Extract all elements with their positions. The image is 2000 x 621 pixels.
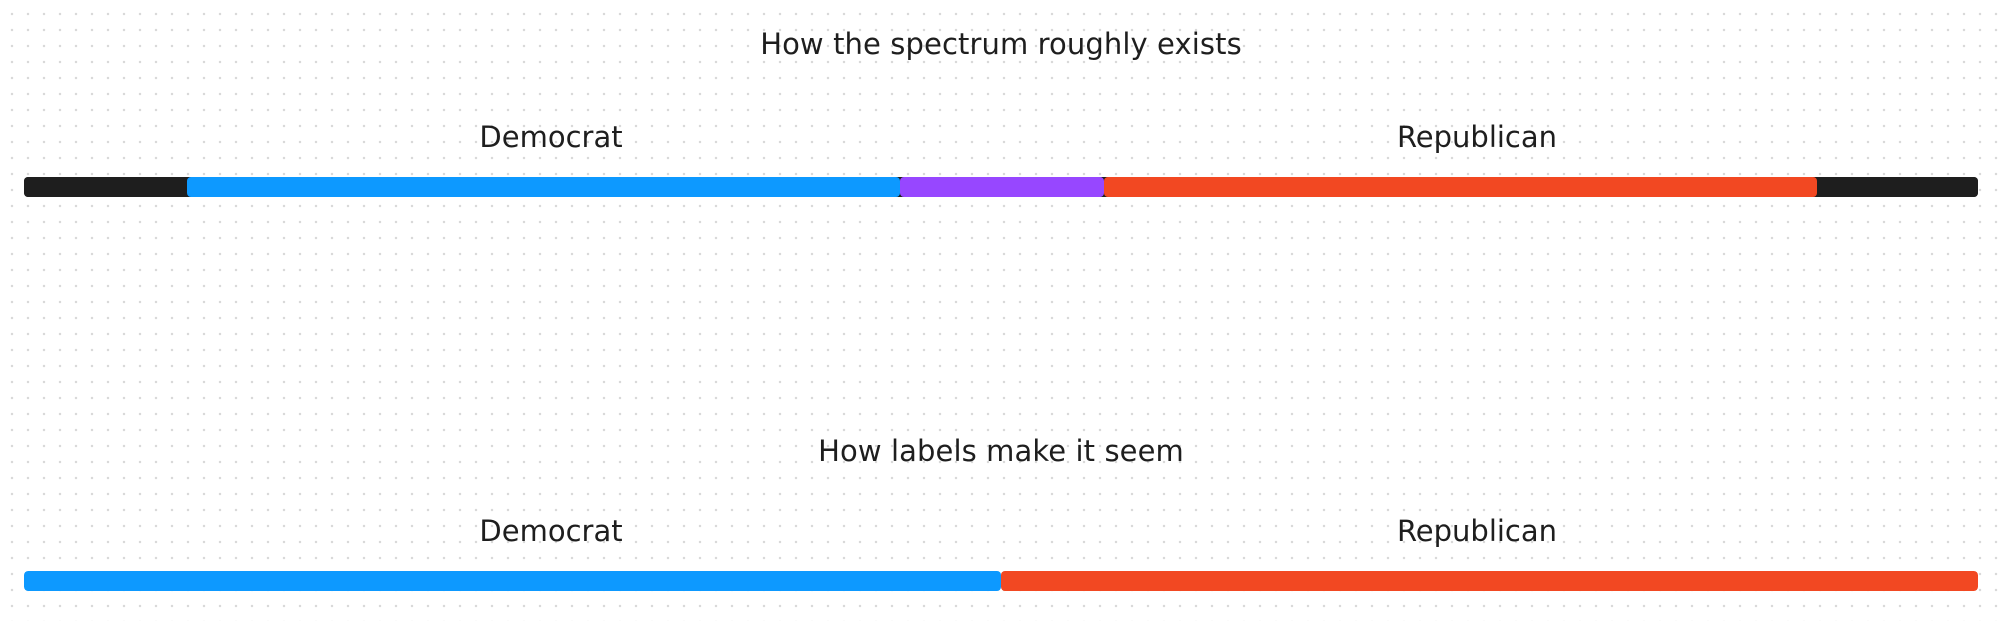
democrat-label-bottom: Democrat [479,514,623,548]
bar-segment [24,571,1001,591]
bar-segment [900,177,1104,197]
republican-label-top: Republican [1396,120,1558,154]
republican-label-bottom: Republican [1396,514,1558,548]
bar-segment [187,177,900,197]
democrat-label-top: Democrat [479,120,623,154]
spectrum-title: How the spectrum roughly exists [760,27,1242,61]
bar-segment [24,177,187,197]
bar-segment [1001,571,1978,591]
labels-title: How labels make it seem [818,434,1184,468]
bar-segment [1104,177,1817,197]
bar-segment [1817,177,1978,197]
spectrum-bar [24,177,1978,197]
labels-bar [24,571,1978,591]
